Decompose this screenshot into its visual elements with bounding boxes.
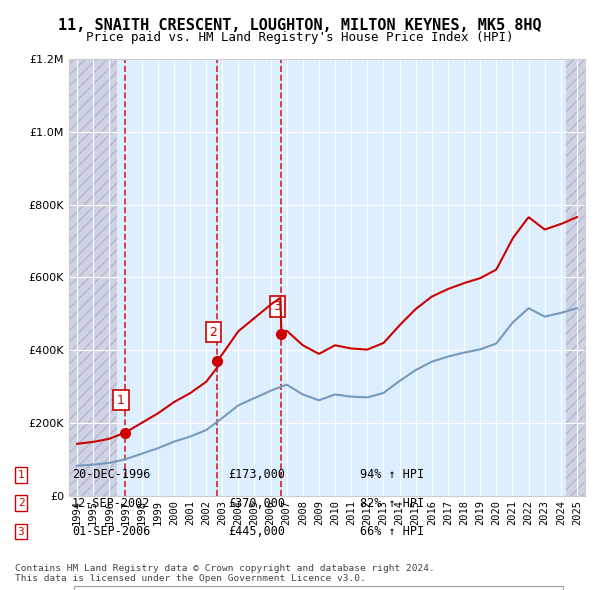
Text: 12-SEP-2002: 12-SEP-2002 (72, 497, 151, 510)
Text: 66% ↑ HPI: 66% ↑ HPI (360, 525, 424, 538)
Text: £370,000: £370,000 (228, 497, 285, 510)
Text: 11, SNAITH CRESCENT, LOUGHTON, MILTON KEYNES, MK5 8HQ: 11, SNAITH CRESCENT, LOUGHTON, MILTON KE… (58, 18, 542, 32)
Text: £173,000: £173,000 (228, 468, 285, 481)
Text: 1: 1 (117, 394, 125, 407)
Text: Contains HM Land Registry data © Crown copyright and database right 2024.
This d: Contains HM Land Registry data © Crown c… (15, 563, 435, 583)
Text: 01-SEP-2006: 01-SEP-2006 (72, 525, 151, 538)
Text: 3: 3 (17, 527, 25, 536)
Text: £445,000: £445,000 (228, 525, 285, 538)
Bar (566, 59, 585, 496)
Text: 82% ↑ HPI: 82% ↑ HPI (360, 497, 424, 510)
Bar (69, 59, 118, 496)
Text: 1: 1 (17, 470, 25, 480)
Legend: 11, SNAITH CRESCENT, LOUGHTON, MILTON KEYNES, MK5 8HQ (detached house), HPI: Ave: 11, SNAITH CRESCENT, LOUGHTON, MILTON KE… (74, 586, 563, 590)
Text: 2: 2 (17, 499, 25, 508)
Text: 3: 3 (274, 300, 281, 313)
Text: 2: 2 (209, 326, 217, 339)
Text: 20-DEC-1996: 20-DEC-1996 (72, 468, 151, 481)
Text: Price paid vs. HM Land Registry's House Price Index (HPI): Price paid vs. HM Land Registry's House … (86, 31, 514, 44)
Text: 94% ↑ HPI: 94% ↑ HPI (360, 468, 424, 481)
